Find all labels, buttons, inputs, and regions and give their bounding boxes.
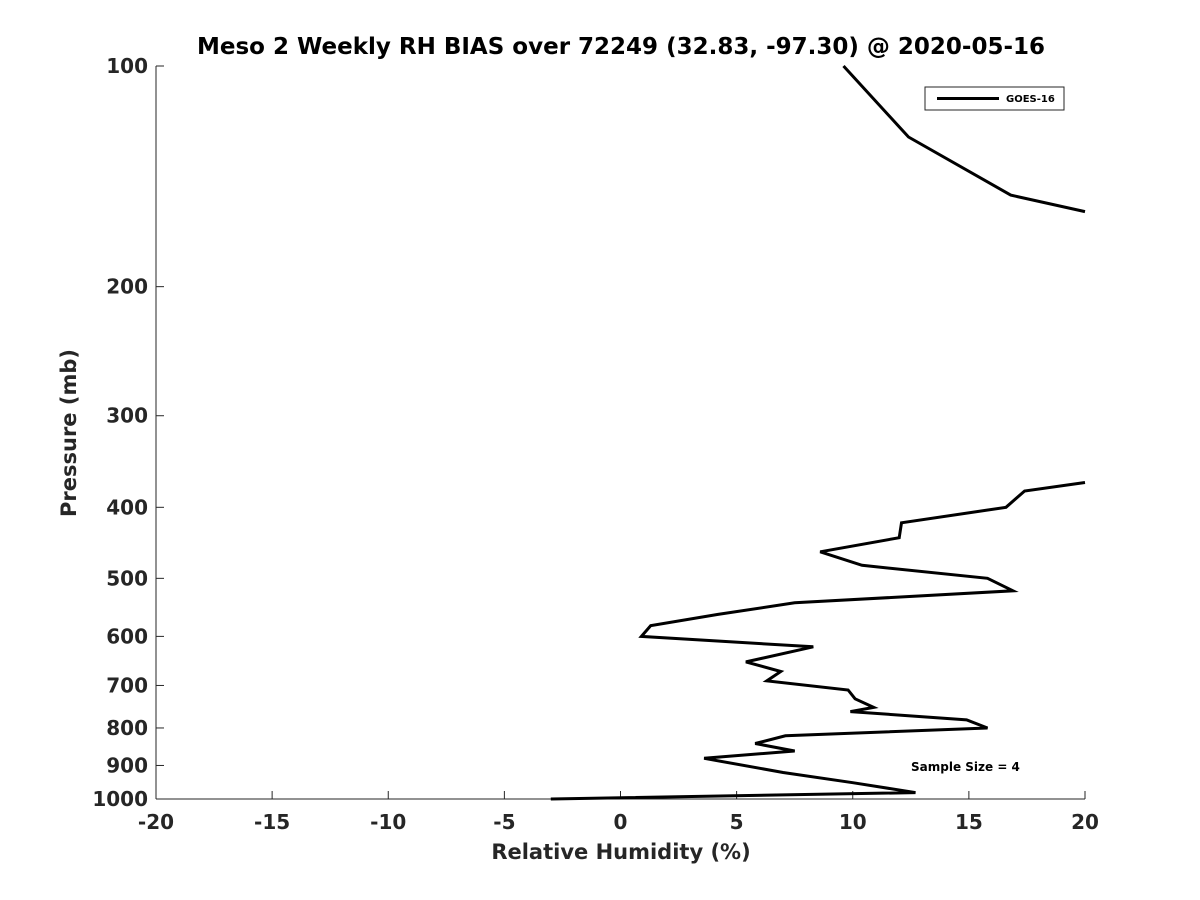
y-tick-label: 300 xyxy=(106,404,148,428)
y-axis-ticks: 100 200 300 400 500 600 700 800 900 1000 xyxy=(92,54,164,811)
y-tick-label: 700 xyxy=(106,673,148,697)
series-line-goes-16 xyxy=(842,64,1086,214)
y-axis-title: Pressure (mb) xyxy=(57,349,81,517)
sample-size-annotation: Sample Size = 4 xyxy=(911,760,1020,774)
x-tick-label: 15 xyxy=(955,810,983,834)
y-tick-label: 100 xyxy=(106,54,148,78)
x-tick-label: 5 xyxy=(730,810,744,834)
plot-area xyxy=(155,66,1085,800)
y-tick-label: 200 xyxy=(106,275,148,299)
y-tick-label: 400 xyxy=(106,495,148,519)
x-tick-label: 0 xyxy=(614,810,628,834)
legend: GOES-16 xyxy=(924,86,1065,111)
chart-title: Meso 2 Weekly RH BIAS over 72249 (32.83,… xyxy=(197,34,1045,60)
x-tick-label: -5 xyxy=(493,810,515,834)
series-line-goes-16 xyxy=(550,481,1086,801)
y-tick-label: 800 xyxy=(106,716,148,740)
y-tick-label: 900 xyxy=(106,753,148,777)
x-tick-label: 20 xyxy=(1071,810,1099,834)
x-tick-label: -15 xyxy=(254,810,290,834)
x-tick-label: -20 xyxy=(138,810,174,834)
x-tick-label: -10 xyxy=(370,810,406,834)
y-tick-label: 600 xyxy=(106,624,148,648)
y-tick-label: 1000 xyxy=(92,787,148,811)
x-tick-label: 10 xyxy=(839,810,867,834)
series-layer xyxy=(550,64,1086,801)
legend-label-goes-16: GOES-16 xyxy=(1006,94,1055,105)
x-axis-title: Relative Humidity (%) xyxy=(491,840,750,864)
y-tick-label: 500 xyxy=(106,566,148,590)
